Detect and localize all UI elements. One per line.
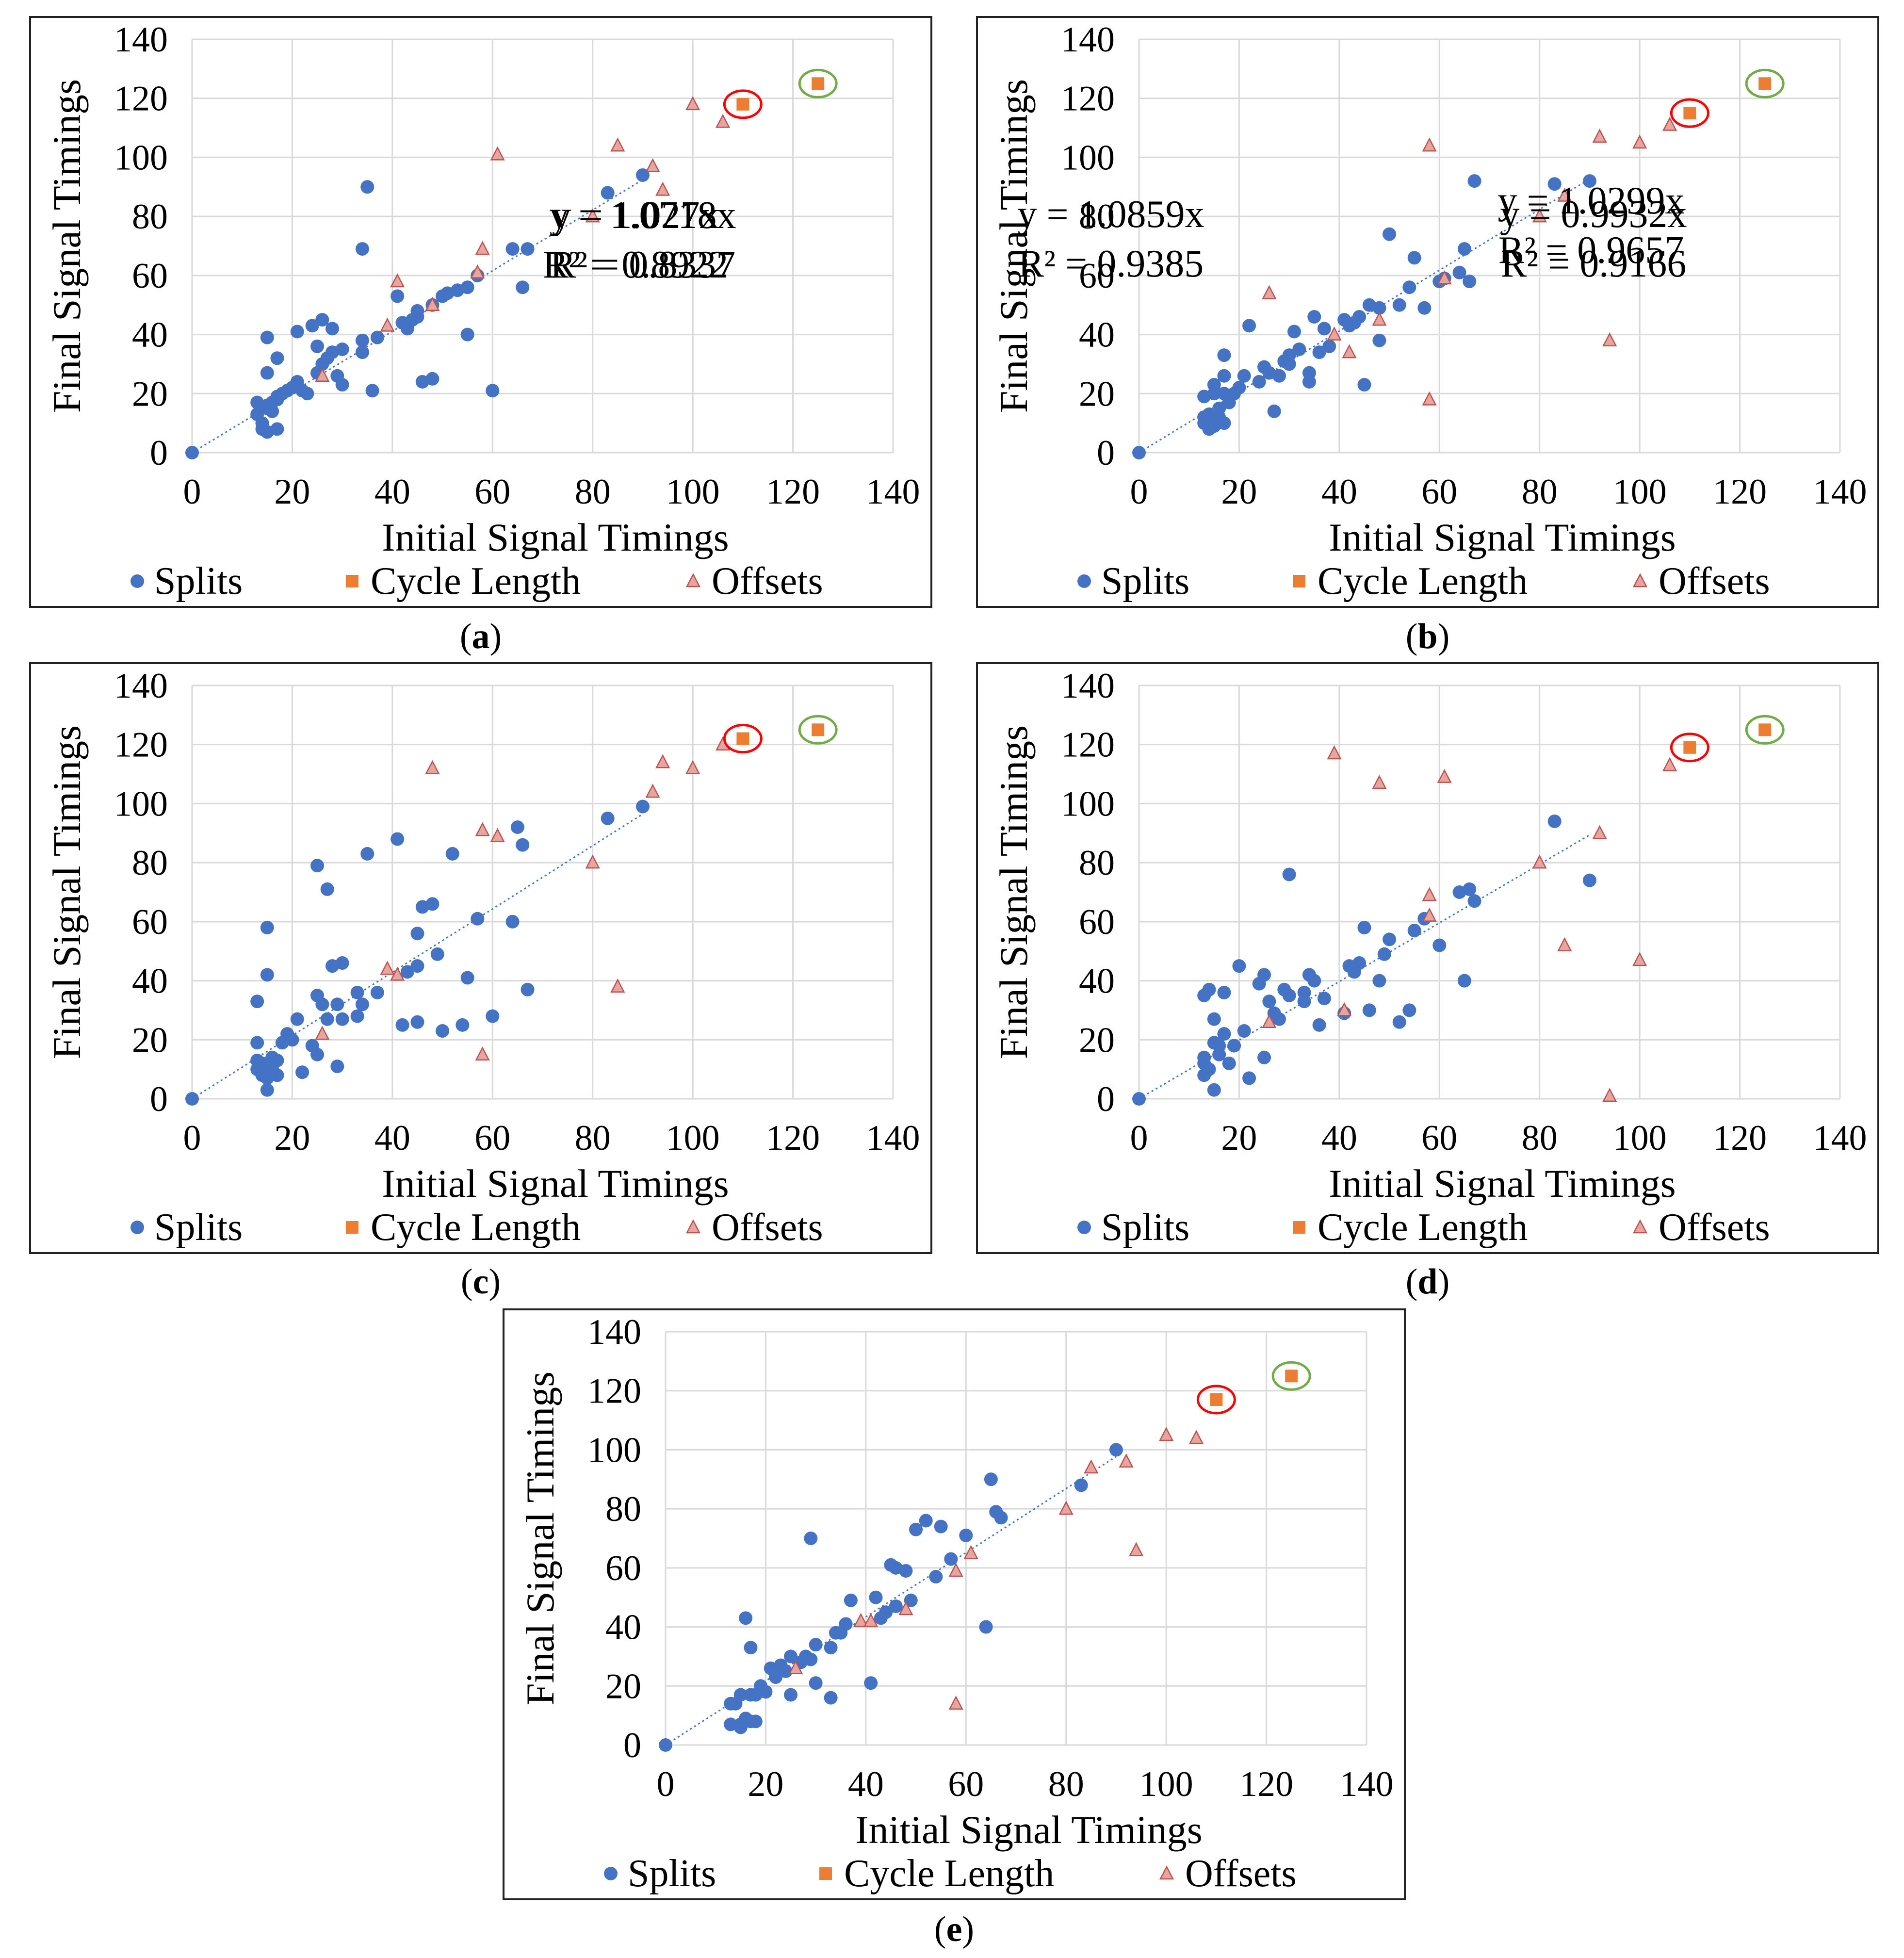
- chart-panel-c: [29, 662, 932, 1254]
- caption-b: (b): [1405, 617, 1450, 656]
- caption-c: (c): [460, 1262, 501, 1302]
- chart-panel-a: [29, 16, 932, 608]
- chart-panel-b: [976, 16, 1879, 608]
- caption-d: (d): [1405, 1262, 1450, 1302]
- caption-e: (e): [934, 1909, 975, 1949]
- chart-panel-d: [976, 662, 1879, 1254]
- chart-panel-e: [503, 1308, 1406, 1900]
- caption-a: (a): [459, 617, 502, 656]
